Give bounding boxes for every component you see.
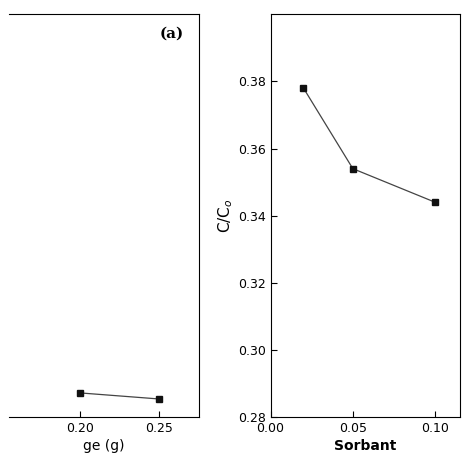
Y-axis label: C/C$_o$: C/C$_o$ (216, 198, 235, 233)
Text: (a): (a) (159, 27, 183, 40)
X-axis label: Sorbant: Sorbant (334, 439, 396, 453)
X-axis label: ge (g): ge (g) (83, 439, 125, 453)
